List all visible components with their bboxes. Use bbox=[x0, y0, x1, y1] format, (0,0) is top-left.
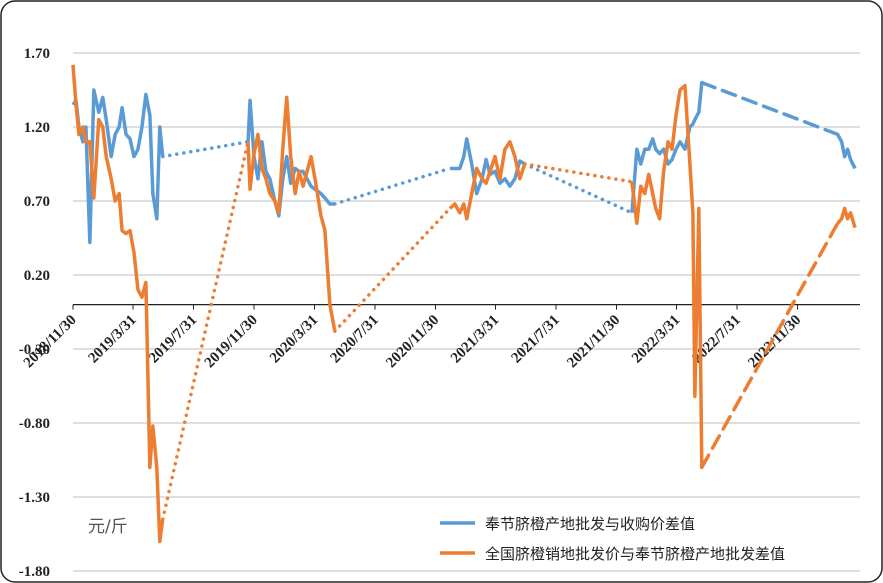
series-line bbox=[630, 83, 704, 468]
gap-connector bbox=[161, 140, 250, 521]
gap-connector bbox=[700, 221, 840, 470]
y-tick-label: 0.70 bbox=[24, 194, 50, 210]
series-line bbox=[836, 206, 857, 229]
y-tick-label: -0.80 bbox=[19, 416, 50, 432]
gap-connector bbox=[333, 206, 452, 333]
series-line bbox=[448, 140, 527, 221]
legend-label: 奉节脐橙产地批发与收购价差值 bbox=[485, 515, 695, 533]
gap-connector bbox=[161, 140, 250, 159]
gap-connector bbox=[333, 166, 452, 206]
y-tick-label: -1.30 bbox=[19, 490, 50, 506]
y-tick-label: 0.20 bbox=[24, 268, 50, 284]
unit-label: 元/斤 bbox=[88, 517, 128, 537]
y-tick-label: 1.20 bbox=[24, 120, 50, 136]
y-tick-label: -1.80 bbox=[19, 564, 50, 580]
gap-connector bbox=[700, 80, 840, 137]
series-line bbox=[71, 88, 165, 245]
legend-label: 全国脐橙销地批发价与奉节脐橙产地批发差值 bbox=[485, 545, 785, 563]
series-line bbox=[836, 133, 857, 170]
series-line bbox=[630, 82, 704, 213]
y-tick-label: -0.30 bbox=[19, 342, 50, 358]
series-line bbox=[449, 137, 526, 196]
y-tick-label: 1.70 bbox=[24, 46, 50, 62]
gap-connector bbox=[523, 162, 634, 215]
series-line bbox=[71, 64, 165, 544]
series-line bbox=[246, 95, 337, 332]
